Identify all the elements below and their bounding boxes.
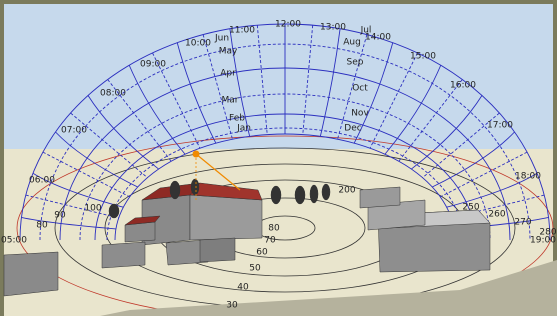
azimuth-label: 90 xyxy=(54,211,66,221)
hour-label: 16:00 xyxy=(450,81,476,91)
month-label: Sep xyxy=(347,58,364,68)
azimuth-label: 280 xyxy=(539,228,556,238)
sun xyxy=(193,151,200,158)
month-label: Mar xyxy=(222,96,239,106)
month-label: Apr xyxy=(220,69,236,79)
hour-label: 08:00 xyxy=(100,89,126,99)
hour-label: 13:00 xyxy=(320,23,346,33)
altitude-label: 80 xyxy=(268,224,280,234)
month-label: Nov xyxy=(351,109,369,119)
azimuth-label: 200 xyxy=(338,186,355,196)
month-label: May xyxy=(219,47,238,57)
hour-label: 07:00 xyxy=(61,126,87,136)
sun-path-view: 05:00 06:00 07:00 08:00 09:00 10:00 11:00 12:00… xyxy=(0,0,557,316)
month-label: Jul xyxy=(360,26,372,36)
azimuth-label: 260 xyxy=(488,210,505,220)
month-label: Oct xyxy=(352,84,368,94)
hour-label: 17:00 xyxy=(487,121,513,131)
month-label: Aug xyxy=(343,38,361,48)
azimuth-label: 80 xyxy=(36,221,48,231)
hour-label: 06:00 xyxy=(29,176,55,186)
month-label: Jun xyxy=(214,34,229,44)
altitude-label: 60 xyxy=(256,248,268,258)
month-label: Dec xyxy=(344,124,361,134)
month-label: Feb xyxy=(229,114,245,124)
altitude-label: 50 xyxy=(249,264,261,274)
hour-label: 18:00 xyxy=(515,172,541,182)
azimuth-label: 250 xyxy=(462,203,479,213)
hour-label: 11:00 xyxy=(229,26,255,36)
hour-label: 09:00 xyxy=(140,60,166,70)
hour-label: 15:00 xyxy=(410,52,436,62)
hour-label: 05:00 xyxy=(1,236,27,246)
altitude-label: 30 xyxy=(226,301,238,311)
hour-label: 12:00 xyxy=(275,20,301,30)
azimuth-label: 270 xyxy=(514,218,531,228)
hour-label: 10:00 xyxy=(185,39,211,49)
altitude-label: 40 xyxy=(237,283,249,293)
altitude-label: 70 xyxy=(264,236,276,246)
azimuth-label: 100 xyxy=(84,204,101,214)
month-label: Jan xyxy=(236,124,251,134)
